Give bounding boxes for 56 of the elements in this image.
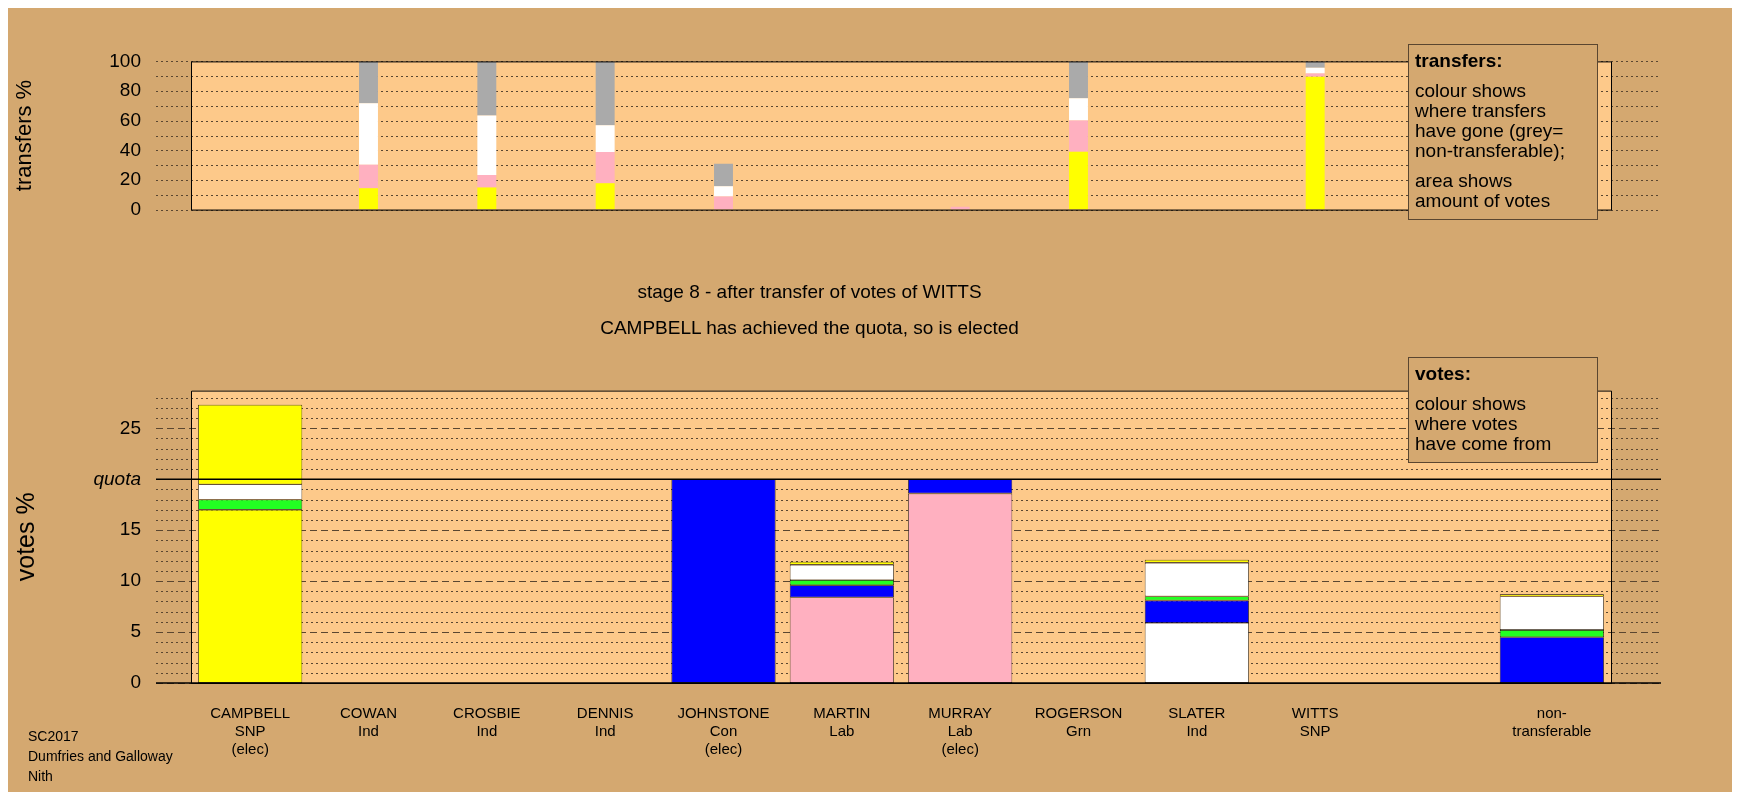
y-tick-label: 20 [119,168,141,190]
bar [714,186,733,197]
y-tick-label: 40 [119,138,141,160]
bar [1069,120,1088,152]
x-tick-label: non- transferable [1512,704,1592,740]
bar [477,61,497,116]
bar [595,183,615,210]
y-tick-label: 15 [119,518,141,540]
bar [477,175,497,188]
bar [477,115,497,176]
y-tick-label: 60 [119,108,141,130]
chart-title: stage 8 - after transfer of votes of WITTS [637,280,982,302]
y-tick-label: 0 [130,197,141,219]
text: Nith [28,767,54,786]
y-tick-label: 0 [130,671,141,693]
bar [359,188,378,210]
bar [1305,73,1325,77]
chart-subtitle: CAMPBELL has achieved the quota, so is elected [600,317,1019,339]
y-tick-label: 100 [109,49,141,71]
bar [1069,98,1088,121]
y-tick-label: 80 [119,79,141,101]
bar [359,61,378,104]
x-tick-label: JOHNSTONE Con (elec) [677,704,770,758]
annotation: area shows amount of votes [1415,170,1552,211]
bar [1069,151,1088,210]
x-tick-label: CAMPBELL SNP (elec) [210,704,291,758]
x-tick-label: COWAN Ind [340,704,397,740]
text: SC2017 [28,727,80,746]
x-tick-label: CROSBIE Ind [453,704,521,740]
text: votes: [1415,363,1472,384]
annotation: colour shows where transfers have gone (grey= non-transferable); [1415,80,1566,161]
y-tick-label: 10 [119,569,141,591]
bar [359,164,378,189]
bar [595,61,615,126]
bar [714,196,733,210]
x-tick-label: DENNIS Ind [576,704,634,740]
x-tick-label: MARTIN Lab [813,704,871,740]
annotation: colour shows where votes have come from [1415,393,1553,454]
y-tick-label: quota [93,467,141,489]
x-tick-label: SLATER Ind [1168,704,1226,740]
text: Dumfries and Galloway [28,747,173,766]
y-axis-title: transfers % [11,79,37,192]
y-axis-title: votes % [10,492,39,582]
bar [359,103,378,165]
bar [1069,61,1088,99]
bar [477,187,497,210]
x-tick-label: MURRAY Lab (elec) [928,704,993,758]
bar [595,152,615,184]
bar [714,163,733,187]
bar [1305,76,1325,210]
bar [595,125,615,153]
x-tick-label: ROGERSON Grn [1034,704,1123,740]
y-tick-label: 25 [119,416,141,438]
y-tick-label: 5 [130,620,141,642]
x-tick-label: WITTS SNP [1291,704,1339,740]
annotation: transfers: [1415,50,1504,71]
